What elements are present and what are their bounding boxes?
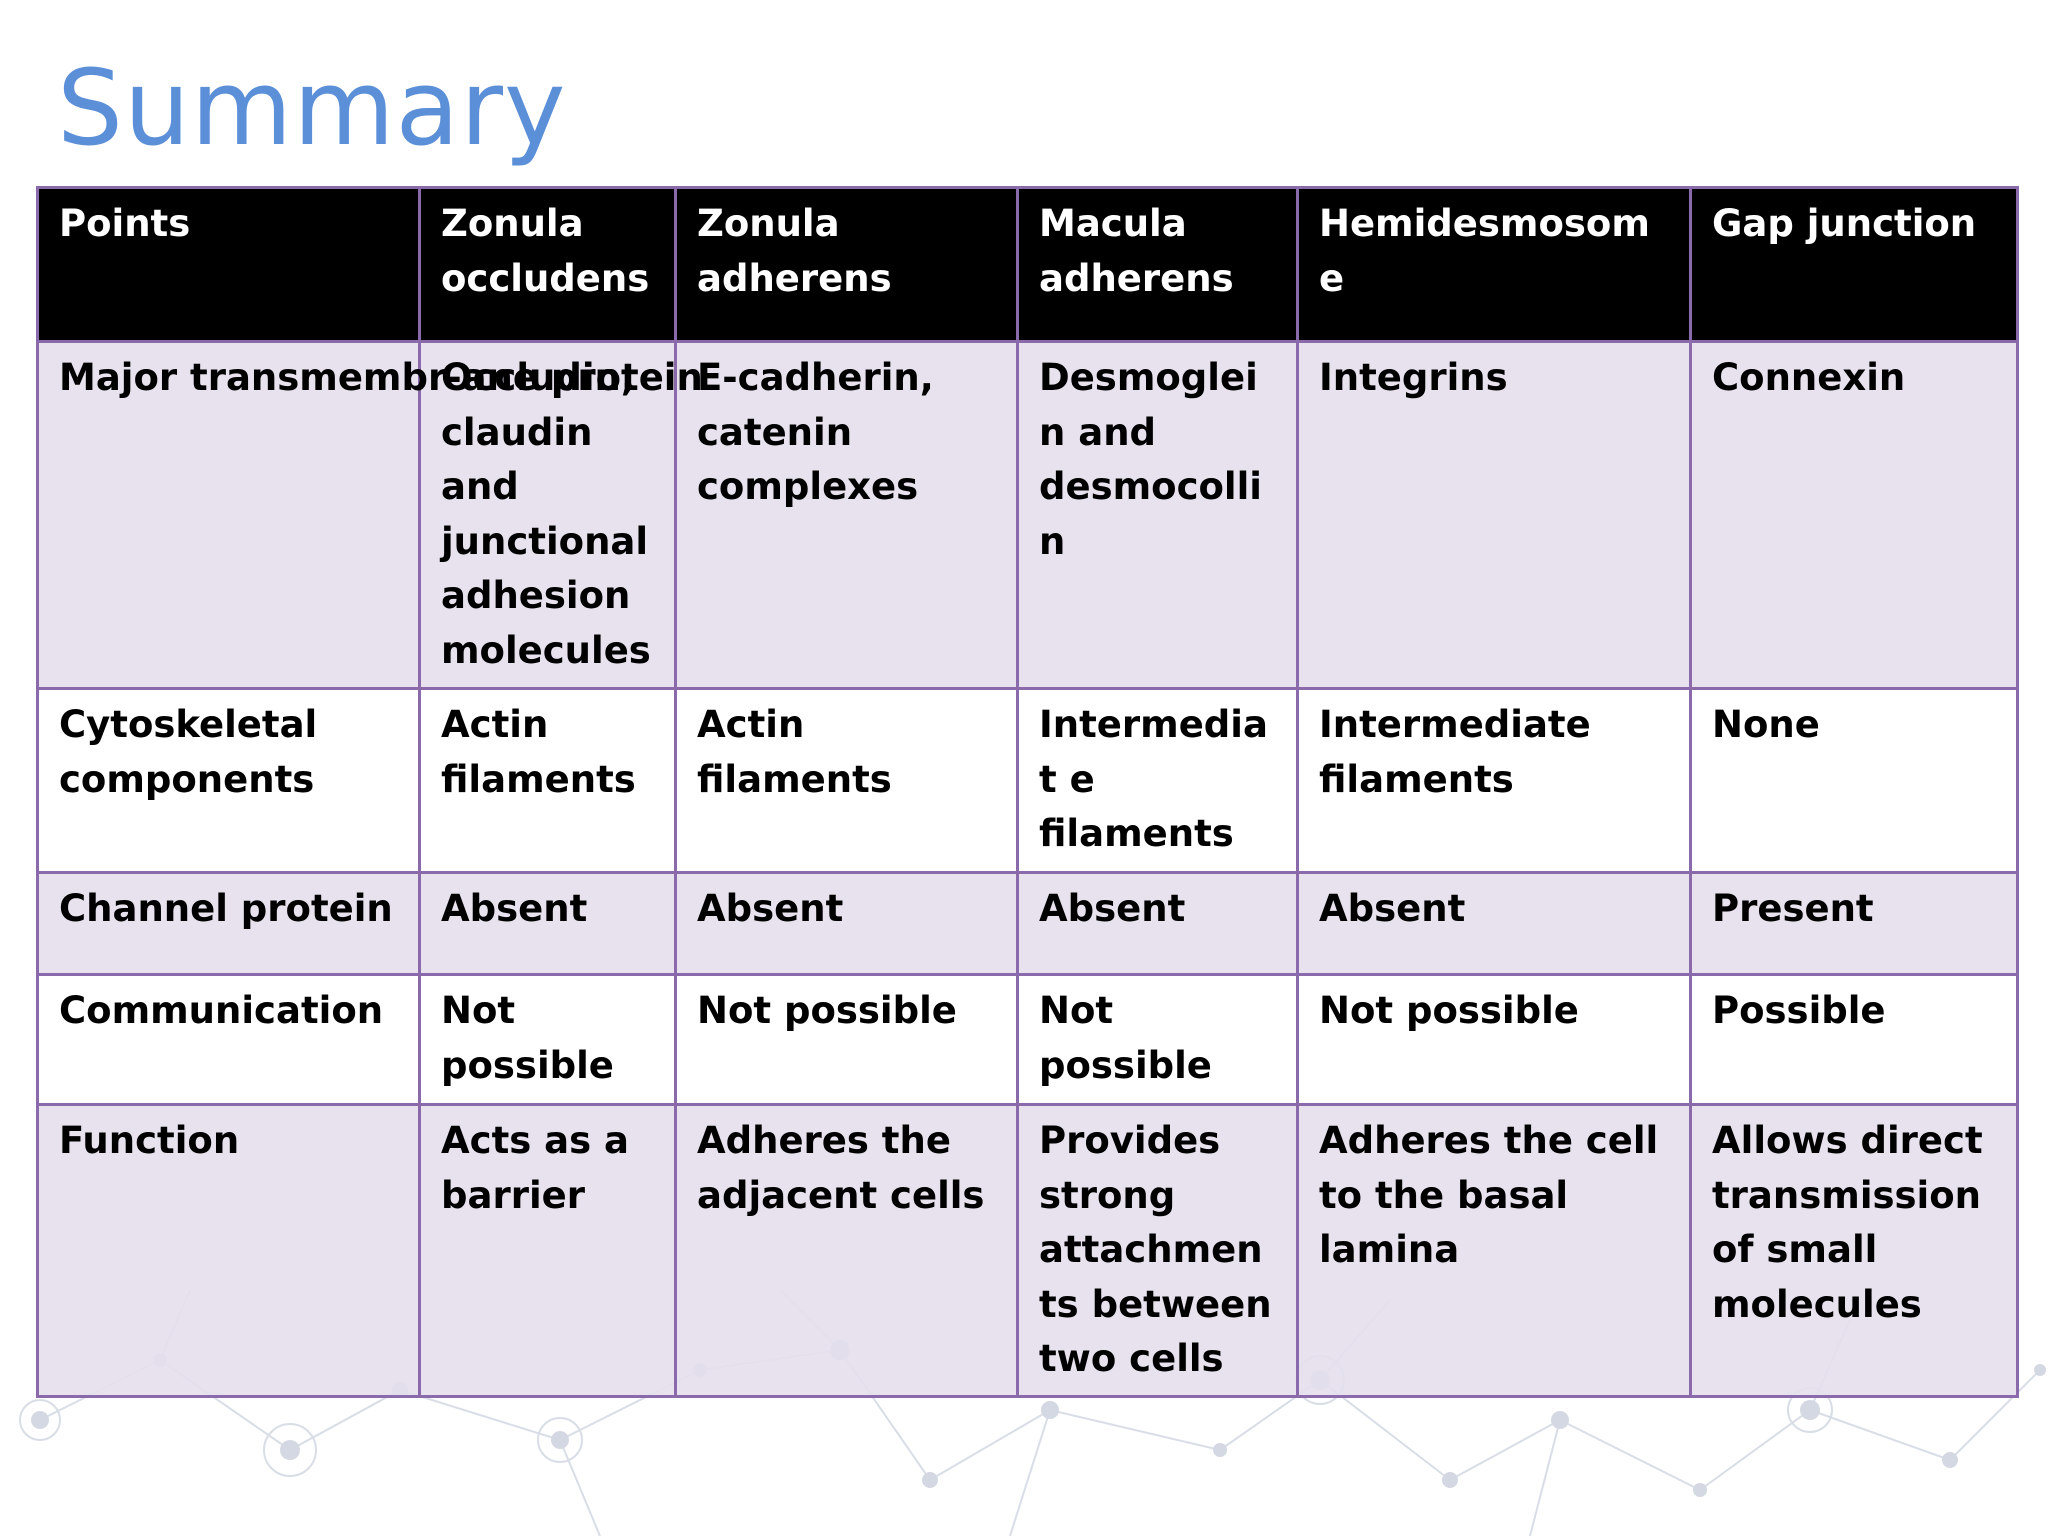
table-cell: Desmoglein and desmocollin bbox=[1016, 340, 1299, 690]
table-cell: Connexin bbox=[1689, 340, 2019, 690]
table-cell: Absent bbox=[1016, 871, 1299, 976]
table-row: Cytoskeletal components Actin filaments … bbox=[36, 687, 2019, 874]
column-header: Zonula adherens bbox=[674, 186, 1019, 343]
table-cell: Actin filaments bbox=[674, 687, 1019, 874]
table-cell: Adheres the cell to the basal lamina bbox=[1296, 1103, 1692, 1398]
table-row: Channel protein Absent Absent Absent Abs… bbox=[36, 871, 2019, 976]
row-label-cell: Channel protein bbox=[36, 871, 421, 976]
column-header: Points bbox=[36, 186, 421, 343]
table-row: Function Acts as a barrier Adheres the a… bbox=[36, 1103, 2019, 1398]
table-cell: Acts as a barrier bbox=[418, 1103, 677, 1398]
table-cell: Intermediat e filaments bbox=[1016, 687, 1299, 874]
table-header-row: Points Zonula occludens Zonula adherens … bbox=[36, 186, 2019, 343]
table-cell: Absent bbox=[418, 871, 677, 976]
table-cell: Intermediate filaments bbox=[1296, 687, 1692, 874]
column-header: Hemidesmosome bbox=[1296, 186, 1692, 343]
row-label-cell: Cytoskeletal components bbox=[36, 687, 421, 874]
column-header: Macula adherens bbox=[1016, 186, 1299, 343]
summary-table: Points Zonula occludens Zonula adherens … bbox=[36, 186, 2019, 1398]
table-cell: Absent bbox=[1296, 871, 1692, 976]
table-cell: Integrins bbox=[1296, 340, 1692, 690]
table-cell: Occludin, claudin and junctional adhesio… bbox=[418, 340, 677, 690]
table-cell: Adheres the adjacent cells bbox=[674, 1103, 1019, 1398]
table-cell: Not possible bbox=[674, 973, 1019, 1106]
table-cell: Not possible bbox=[1296, 973, 1692, 1106]
table-cell: Provides strong attachments between two … bbox=[1016, 1103, 1299, 1398]
column-header: Zonula occludens bbox=[418, 186, 677, 343]
table-cell: None bbox=[1689, 687, 2019, 874]
row-label-cell: Major transmembr-ane protein bbox=[36, 340, 703, 690]
row-label-cell: Function bbox=[36, 1103, 421, 1398]
table-cell: Not possible bbox=[1016, 973, 1299, 1106]
table-cell: Absent bbox=[674, 871, 1019, 976]
table-row: Communication Not possible Not possible … bbox=[36, 973, 2019, 1106]
table-cell: Possible bbox=[1689, 973, 2019, 1106]
table-row: Major transmembr-ane protein Occludin, c… bbox=[36, 340, 2019, 690]
table-cell: Present bbox=[1689, 871, 2019, 976]
table-cell: E-cadherin, catenin complexes bbox=[674, 340, 1019, 690]
page-title: Summary bbox=[57, 47, 567, 169]
table-cell: Not possible bbox=[418, 973, 677, 1106]
column-header: Gap junction bbox=[1689, 186, 2019, 343]
row-label-cell: Communication bbox=[36, 973, 421, 1106]
table-cell: Allows direct transmission of small mole… bbox=[1689, 1103, 2019, 1398]
table-cell: Actin filaments bbox=[418, 687, 677, 874]
